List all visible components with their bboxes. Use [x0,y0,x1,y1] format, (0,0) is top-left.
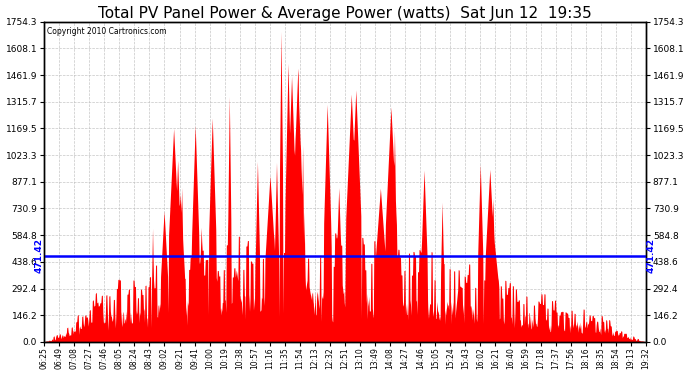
Text: Copyright 2010 Cartronics.com: Copyright 2010 Cartronics.com [47,27,166,36]
Title: Total PV Panel Power & Average Power (watts)  Sat Jun 12  19:35: Total PV Panel Power & Average Power (wa… [98,6,592,21]
Text: 471.42: 471.42 [647,238,656,273]
Text: 471.42: 471.42 [34,238,43,273]
